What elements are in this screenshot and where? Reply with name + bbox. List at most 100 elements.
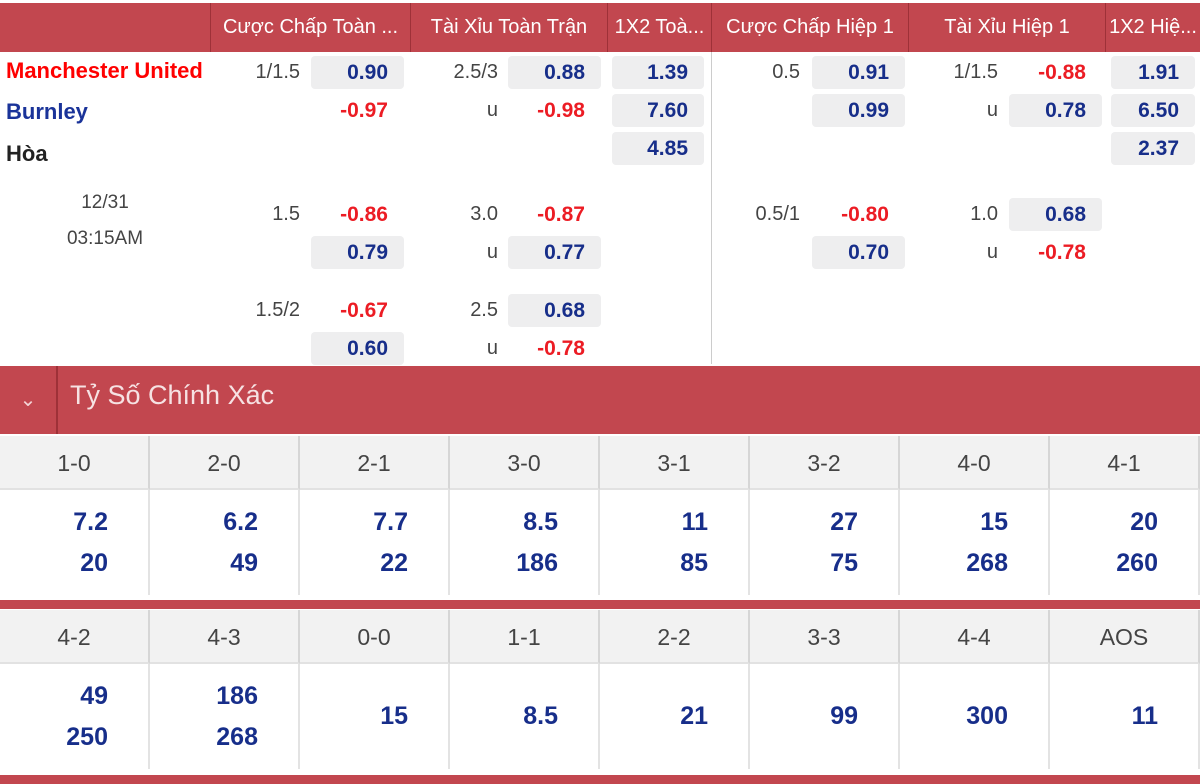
score-odds-cell[interactable]: 11 bbox=[1050, 664, 1200, 769]
score-odds-cell[interactable]: 11 85 bbox=[600, 490, 750, 595]
odds-value[interactable]: -0.87 bbox=[537, 203, 585, 226]
odds-value[interactable]: 21 bbox=[680, 702, 708, 730]
handicap-line: 0.5/1 bbox=[755, 203, 800, 225]
score-odds-cell[interactable]: 49 250 bbox=[0, 664, 150, 769]
odds-value[interactable]: 268 bbox=[216, 722, 258, 751]
odds-value[interactable]: -0.67 bbox=[340, 299, 388, 322]
odds-value[interactable]: -0.88 bbox=[1038, 61, 1086, 84]
odds-value[interactable]: 1.91 bbox=[1111, 56, 1195, 89]
score-odds-cell[interactable]: 300 bbox=[900, 664, 1050, 769]
odds-value[interactable]: 4.85 bbox=[612, 132, 704, 165]
odds-value[interactable]: 22 bbox=[380, 548, 408, 577]
odds-value[interactable]: 0.68 bbox=[1009, 198, 1102, 231]
odds-value[interactable]: 0.68 bbox=[508, 294, 601, 327]
score-odds-cell[interactable]: 8.5 186 bbox=[450, 490, 600, 595]
odds-value[interactable]: 27 bbox=[830, 507, 858, 536]
odds-value[interactable]: 300 bbox=[966, 702, 1008, 730]
odds-value[interactable]: 11 bbox=[681, 507, 708, 536]
odds-value[interactable]: 15 bbox=[380, 702, 408, 730]
column-header[interactable]: Tài Xỉu Toàn Trận bbox=[410, 3, 607, 52]
market-header: Cược Chấp Toàn ... Tài Xỉu Toàn Trận 1X2 T… bbox=[0, 3, 1200, 52]
score-odds-cell[interactable]: 15 268 bbox=[900, 490, 1050, 595]
handicap-line: 1.5/2 bbox=[255, 299, 300, 321]
odds-value[interactable]: 250 bbox=[66, 722, 108, 751]
column-header[interactable]: Cược Chấp Hiệp 1 bbox=[711, 3, 908, 52]
odds-value[interactable]: 6.2 bbox=[223, 507, 258, 536]
odds-value[interactable]: 0.70 bbox=[812, 236, 905, 269]
score-label: 3-1 bbox=[600, 436, 750, 490]
score-odds-cell[interactable]: 6.2 49 bbox=[150, 490, 300, 595]
odds-value[interactable]: 8.5 bbox=[523, 507, 558, 536]
odds-value[interactable]: 0.79 bbox=[311, 236, 404, 269]
odds-value[interactable]: 7.7 bbox=[373, 507, 408, 536]
home-team: Manchester United bbox=[6, 58, 203, 83]
score-odds-cell[interactable]: 7.7 22 bbox=[300, 490, 450, 595]
odds-value[interactable]: -0.78 bbox=[537, 337, 585, 360]
score-odds-cell[interactable]: 21 bbox=[600, 664, 750, 769]
under-label: u bbox=[486, 241, 498, 263]
score-odds-cell[interactable]: 7.2 20 bbox=[0, 490, 150, 595]
odds-value[interactable]: 2.37 bbox=[1111, 132, 1195, 165]
odds-value[interactable]: 0.90 bbox=[311, 56, 404, 89]
odds-value[interactable]: -0.97 bbox=[340, 99, 388, 122]
column-header[interactable]: 1X2 Hiệ... bbox=[1105, 3, 1200, 52]
odds-value[interactable]: 1.39 bbox=[612, 56, 704, 89]
odds-value[interactable]: 85 bbox=[680, 548, 708, 577]
odds-value[interactable]: 20 bbox=[80, 548, 108, 577]
odds-value[interactable]: 11 bbox=[1131, 702, 1158, 730]
odds-value[interactable]: 0.78 bbox=[1009, 94, 1102, 127]
divider bbox=[0, 775, 1200, 784]
odds-value[interactable]: 6.50 bbox=[1111, 94, 1195, 127]
odds-value[interactable]: 15 bbox=[980, 507, 1008, 536]
score-odds-cell[interactable]: 15 bbox=[300, 664, 450, 769]
odds-value[interactable]: 49 bbox=[230, 548, 258, 577]
score-label: 2-2 bbox=[600, 610, 750, 664]
score-label: 0-0 bbox=[300, 610, 450, 664]
score-label: 2-1 bbox=[300, 436, 450, 490]
score-label: 3-0 bbox=[450, 436, 600, 490]
chevron-down-icon[interactable]: ⌄ bbox=[0, 366, 58, 434]
odds-value[interactable]: 268 bbox=[966, 548, 1008, 577]
column-header[interactable]: Tài Xỉu Hiệp 1 bbox=[908, 3, 1105, 52]
score-odds-cell[interactable]: 27 75 bbox=[750, 490, 900, 595]
score-label: 3-3 bbox=[750, 610, 900, 664]
handicap-line: 2.5/3 bbox=[453, 61, 498, 83]
odds-value[interactable]: 99 bbox=[830, 702, 858, 730]
odds-value[interactable]: 7.2 bbox=[73, 507, 108, 536]
divider bbox=[0, 600, 1200, 609]
odds-value[interactable]: -0.98 bbox=[537, 99, 585, 122]
away-team: Burnley bbox=[6, 99, 88, 124]
column-header[interactable]: 1X2 Toà... bbox=[607, 3, 711, 52]
odds-value[interactable]: 0.60 bbox=[311, 332, 404, 365]
odds-value[interactable]: 8.5 bbox=[523, 702, 558, 730]
divider bbox=[711, 52, 712, 364]
score-odds-cell[interactable]: 8.5 bbox=[450, 664, 600, 769]
odds-value[interactable]: 186 bbox=[216, 681, 258, 710]
score-odds-cell[interactable]: 99 bbox=[750, 664, 900, 769]
under-label: u bbox=[486, 337, 498, 359]
odds-value[interactable]: 0.99 bbox=[812, 94, 905, 127]
score-label: 1-0 bbox=[0, 436, 150, 490]
score-label: 3-2 bbox=[750, 436, 900, 490]
odds-value[interactable]: 20 bbox=[1130, 507, 1158, 536]
score-odds-cell[interactable]: 20 260 bbox=[1050, 490, 1200, 595]
under-label: u bbox=[486, 99, 498, 121]
odds-value[interactable]: 0.91 bbox=[812, 56, 905, 89]
odds-value[interactable]: 75 bbox=[830, 548, 858, 577]
score-odds-cell[interactable]: 186 268 bbox=[150, 664, 300, 769]
odds-value[interactable]: 7.60 bbox=[612, 94, 704, 127]
odds-value[interactable]: -0.80 bbox=[841, 203, 889, 226]
handicap-line: 0.5 bbox=[772, 61, 800, 83]
under-label: u bbox=[986, 241, 998, 263]
odds-value[interactable]: 49 bbox=[80, 681, 108, 710]
odds-value[interactable]: 0.88 bbox=[508, 56, 601, 89]
column-header[interactable]: Cược Chấp Toàn ... bbox=[210, 3, 410, 52]
score-label: 4-1 bbox=[1050, 436, 1200, 490]
odds-value[interactable]: -0.86 bbox=[340, 203, 388, 226]
odds-value[interactable]: 260 bbox=[1116, 548, 1158, 577]
score-grid: 4-2 4-3 0-0 1-1 2-2 3-3 4-4 AOS 49 250 186 268 15 8.5… bbox=[0, 610, 1200, 769]
odds-value[interactable]: 186 bbox=[516, 548, 558, 577]
odds-value[interactable]: 0.77 bbox=[508, 236, 601, 269]
odds-value[interactable]: -0.78 bbox=[1038, 241, 1086, 264]
score-label: 1-1 bbox=[450, 610, 600, 664]
